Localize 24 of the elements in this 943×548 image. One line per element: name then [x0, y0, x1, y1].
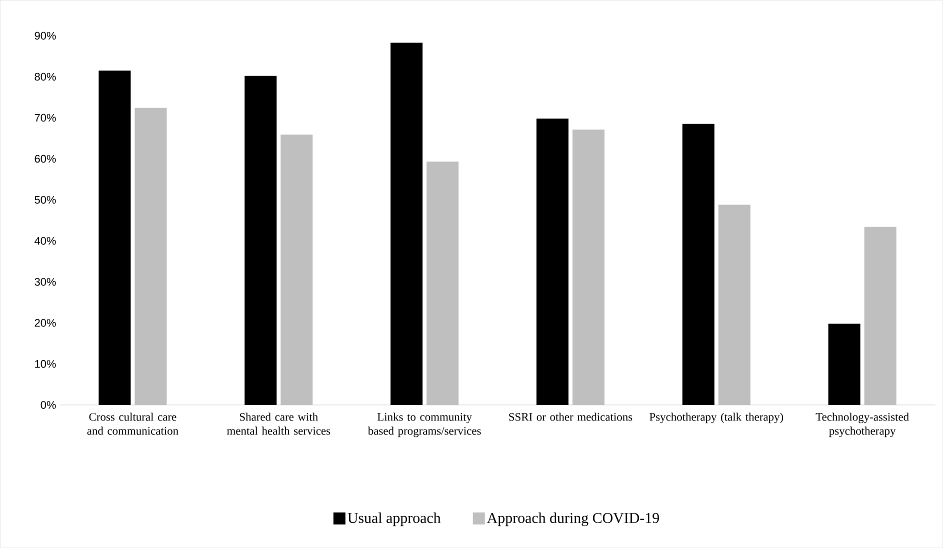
x-tick-label: Cross cultural care and communication	[87, 412, 178, 435]
y-tick-label: 10%	[35, 360, 56, 368]
x-tick-label: SSRI or other medications	[509, 412, 632, 421]
bar	[244, 76, 277, 406]
y-tick-label: 0%	[40, 401, 56, 409]
bar	[98, 70, 131, 406]
x-tick-label: Shared care with mental health services	[226, 412, 330, 435]
legend-label: Approach during COVID-19	[486, 512, 659, 526]
legend-label: Usual approach	[348, 512, 441, 526]
x-tick-label: Technology-assisted psychotherapy	[816, 412, 909, 438]
x-tick-label: Links to community based programs/services	[368, 412, 481, 438]
y-tick-label: 70%	[34, 114, 56, 122]
y-tick-label: 80%	[34, 73, 56, 81]
y-tick-label: 40%	[34, 237, 56, 245]
x-tick-label: Psychotherapy (talk therapy)	[650, 412, 784, 424]
y-tick-label: 90%	[34, 32, 56, 40]
bar	[536, 118, 568, 406]
y-tick-label: 60%	[34, 155, 56, 163]
bar	[390, 42, 423, 406]
y-tick-label: 20%	[34, 319, 56, 327]
bar	[682, 124, 714, 406]
y-tick-label: 30%	[34, 278, 56, 286]
bar	[828, 324, 860, 406]
y-tick-label: 50%	[34, 196, 56, 204]
